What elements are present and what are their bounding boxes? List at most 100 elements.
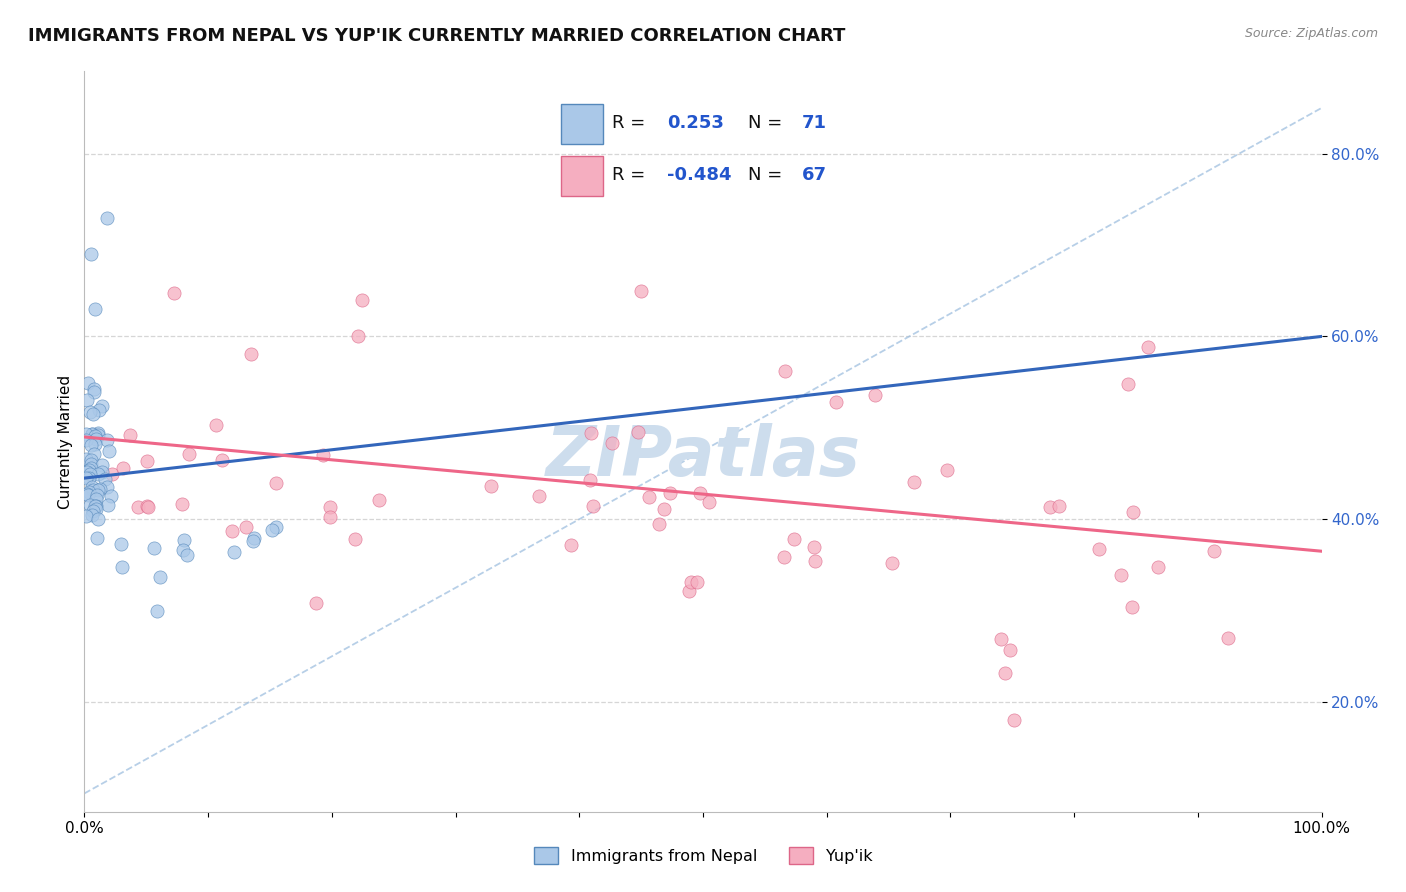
- Point: [579, 426, 602, 441]
- Text: ZIPatlas: ZIPatlas: [546, 423, 860, 490]
- Point: [903, 475, 925, 489]
- Point: [80, 461, 103, 475]
- Point: [96, 433, 118, 447]
- Point: [84, 492, 107, 507]
- Point: [176, 548, 198, 562]
- Point: [76, 488, 98, 502]
- Point: [686, 574, 709, 589]
- Point: [76, 393, 98, 408]
- Point: [773, 364, 796, 378]
- Point: [1121, 600, 1143, 615]
- Point: [1002, 714, 1025, 728]
- Point: [77, 376, 100, 391]
- Point: [87, 467, 110, 481]
- Point: [1039, 500, 1062, 515]
- Point: [239, 346, 262, 360]
- Point: [77, 485, 100, 500]
- Point: [84, 437, 107, 451]
- Point: [1218, 631, 1240, 645]
- Point: [83, 385, 105, 400]
- Point: [86, 531, 108, 545]
- Point: [177, 447, 200, 461]
- Point: [110, 537, 132, 551]
- Point: [76, 465, 98, 479]
- Point: [84, 432, 107, 446]
- Point: [87, 425, 110, 440]
- Point: [136, 500, 159, 514]
- Point: [648, 517, 671, 532]
- Point: [1136, 340, 1159, 354]
- Point: [824, 395, 846, 409]
- Point: [1147, 560, 1170, 574]
- Y-axis label: Currently Married: Currently Married: [58, 375, 73, 508]
- Point: [172, 497, 194, 511]
- Point: [80, 480, 103, 494]
- Legend: Immigrants from Nepal, Yup'ik: Immigrants from Nepal, Yup'ik: [527, 841, 879, 871]
- Point: [79, 498, 101, 512]
- Point: [80, 508, 103, 523]
- Point: [79, 405, 101, 419]
- Point: [678, 583, 700, 598]
- Point: [262, 523, 284, 537]
- Point: [94, 472, 117, 486]
- Point: [76, 487, 98, 501]
- Point: [75, 471, 97, 485]
- Point: [1202, 544, 1225, 558]
- Point: [804, 554, 827, 568]
- Point: [679, 575, 702, 590]
- Point: [689, 485, 711, 500]
- Point: [87, 428, 110, 442]
- Point: [204, 418, 226, 433]
- Point: [80, 453, 103, 467]
- Point: [82, 408, 104, 422]
- Point: [82, 426, 104, 441]
- Point: [221, 524, 243, 539]
- Text: Source: ZipAtlas.com: Source: ZipAtlas.com: [1244, 27, 1378, 40]
- Point: [82, 426, 104, 441]
- Point: [773, 550, 796, 565]
- Point: [600, 436, 623, 450]
- Point: [80, 457, 103, 471]
- Point: [112, 461, 135, 475]
- Point: [527, 489, 550, 503]
- Point: [579, 474, 602, 488]
- Point: [994, 665, 1017, 680]
- Point: [82, 483, 104, 497]
- Point: [79, 471, 101, 485]
- Point: [803, 540, 825, 554]
- Point: [146, 604, 169, 618]
- Point: [224, 545, 246, 559]
- Point: [172, 543, 194, 558]
- Point: [118, 427, 141, 442]
- Point: [652, 501, 675, 516]
- Point: [87, 483, 110, 498]
- Point: [1122, 505, 1144, 519]
- Point: [1087, 541, 1109, 556]
- Point: [149, 570, 172, 584]
- Point: [880, 556, 903, 570]
- Point: [136, 454, 159, 468]
- Point: [264, 519, 287, 533]
- Point: [659, 485, 682, 500]
- Point: [235, 520, 257, 534]
- Point: [91, 465, 114, 479]
- Point: [305, 596, 328, 610]
- Point: [173, 533, 195, 547]
- Point: [1047, 499, 1070, 513]
- Point: [264, 475, 287, 490]
- Point: [637, 490, 659, 504]
- Point: [87, 511, 110, 525]
- Point: [82, 504, 104, 518]
- Point: [97, 499, 120, 513]
- Point: [127, 500, 149, 514]
- Point: [80, 247, 103, 261]
- Point: [211, 453, 233, 467]
- Point: [479, 478, 502, 492]
- Point: [96, 480, 118, 494]
- Point: [77, 463, 100, 477]
- Point: [90, 399, 112, 413]
- Point: [990, 632, 1012, 646]
- Point: [83, 382, 105, 396]
- Point: [782, 533, 804, 547]
- Point: [75, 433, 97, 447]
